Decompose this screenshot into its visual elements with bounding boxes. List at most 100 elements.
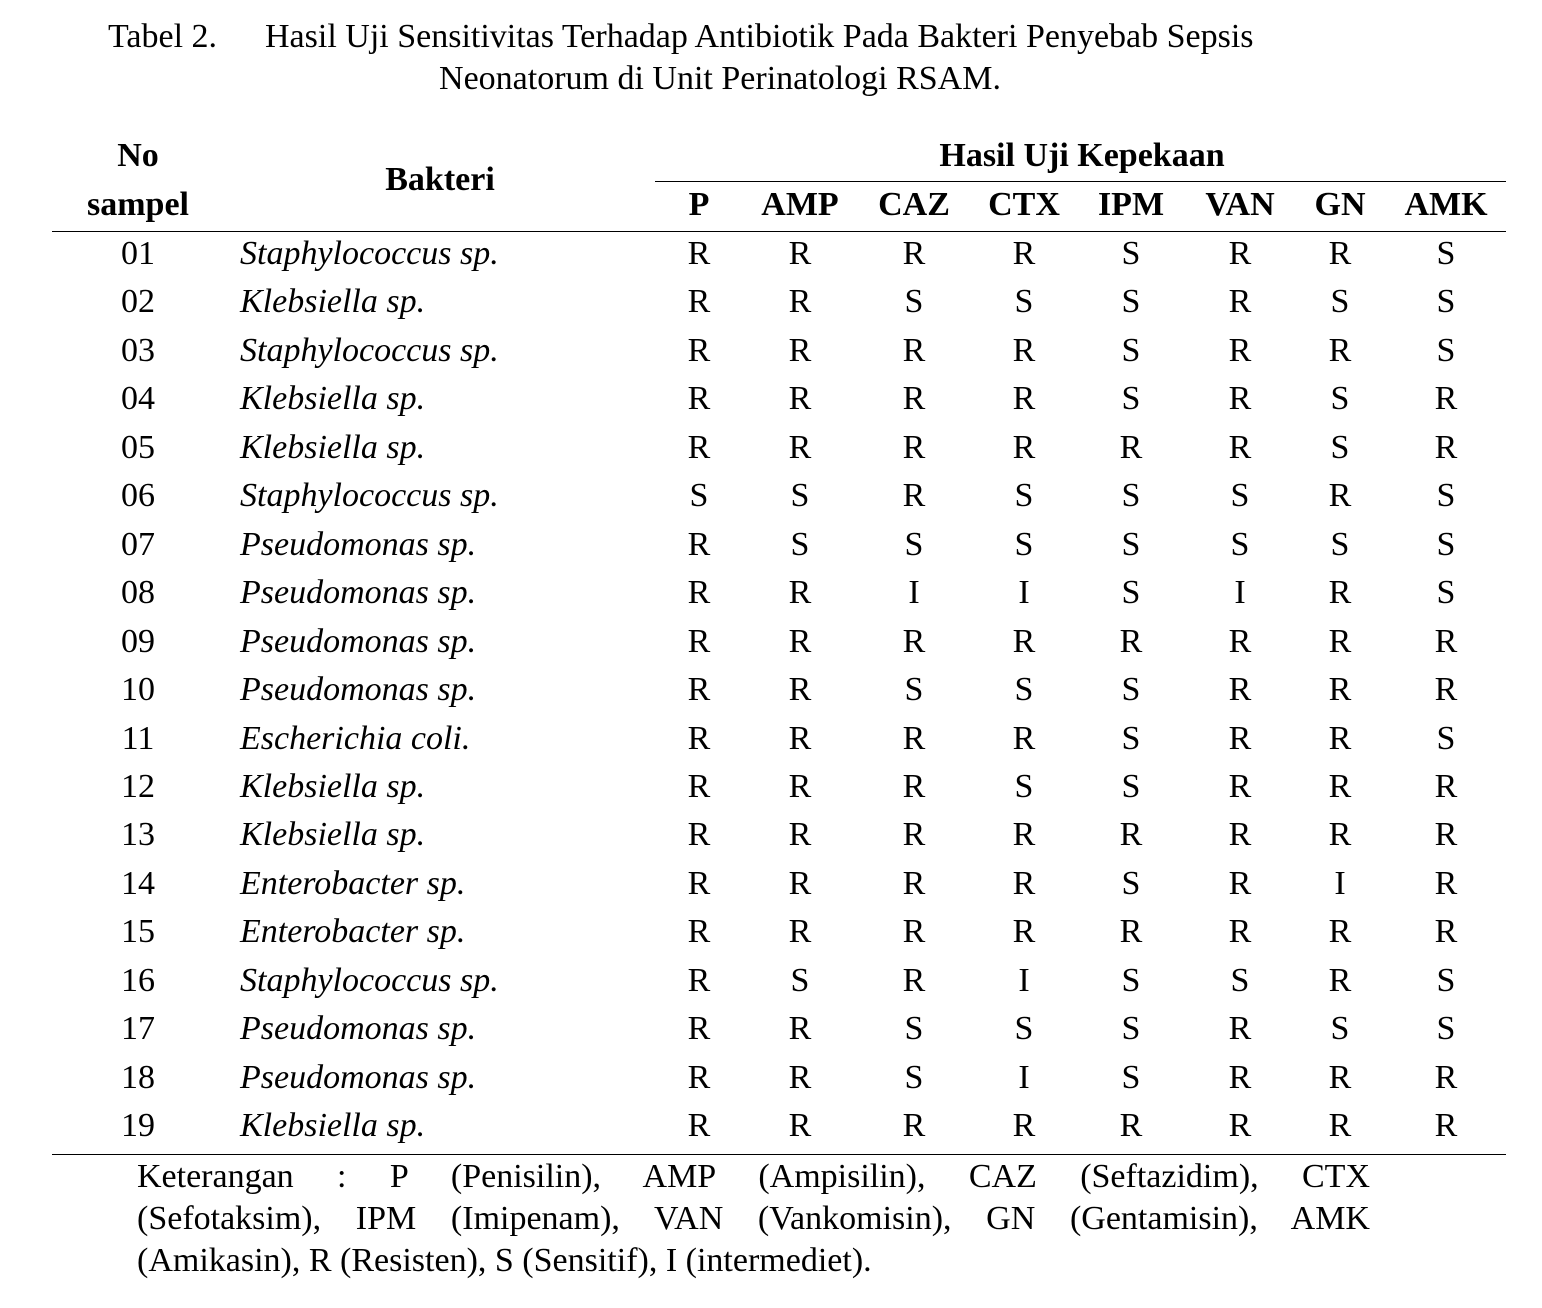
result-cell: S (1121, 574, 1141, 612)
bacteria-name: Klebsiella sp. (240, 816, 426, 854)
result-cell: R (902, 719, 926, 757)
sample-no: 15 (121, 913, 155, 951)
sample-no: 17 (121, 1010, 155, 1048)
bacteria-name: Pseudomonas sp. (240, 525, 477, 563)
result-cell: R (902, 1107, 926, 1145)
result-cell: R (1328, 1107, 1352, 1145)
result-cell: S (1121, 331, 1141, 369)
header-bacteria: Bakteri (385, 161, 495, 198)
result-cell: S (1230, 477, 1250, 515)
header-no: No (117, 137, 159, 174)
result-cell: R (1119, 428, 1143, 466)
result-cell: I (908, 574, 920, 612)
result-cell: R (1228, 331, 1252, 369)
result-cell: S (904, 525, 924, 563)
result-cell: R (902, 235, 926, 272)
result-cell: R (687, 235, 711, 272)
result-cell: S (1121, 864, 1141, 902)
sample-no: 16 (121, 961, 155, 999)
result-cell: S (1436, 525, 1456, 563)
result-cell: R (1328, 767, 1352, 805)
result-cell: R (1228, 671, 1252, 709)
header-column: GN (1314, 186, 1366, 223)
result-cell: R (1228, 767, 1252, 805)
header-column: CTX (988, 186, 1060, 223)
result-cell: R (788, 380, 812, 418)
result-cell: R (1012, 1107, 1036, 1145)
bacteria-name: Pseudomonas sp. (240, 574, 477, 612)
sample-no: 14 (121, 864, 155, 902)
result-cell: R (788, 913, 812, 951)
bacteria-name: Staphylococcus sp. (240, 477, 499, 515)
result-cell: S (904, 1010, 924, 1048)
result-cell: R (1228, 283, 1252, 321)
header-rule (52, 231, 1506, 232)
result-cell: S (1121, 380, 1141, 418)
result-cell: S (904, 671, 924, 709)
result-cell: S (1436, 1010, 1456, 1048)
result-cell: S (1121, 767, 1141, 805)
result-cell: S (1330, 428, 1350, 466)
result-cell: R (1012, 719, 1036, 757)
result-cell: R (1228, 864, 1252, 902)
result-cell: I (1018, 574, 1030, 612)
result-cell: S (1121, 719, 1141, 757)
result-cell: S (1014, 283, 1034, 321)
result-cell: S (1436, 477, 1456, 515)
result-cell: R (788, 283, 812, 321)
result-cell: R (687, 816, 711, 854)
header-column: P (688, 186, 710, 223)
result-cell: R (687, 913, 711, 951)
result-cell: R (1434, 1107, 1458, 1145)
result-cell: R (1434, 380, 1458, 418)
result-cell: I (1018, 961, 1030, 999)
bacteria-name: Klebsiella sp. (240, 283, 426, 321)
bacteria-name: Klebsiella sp. (240, 1107, 426, 1145)
result-cell: R (687, 961, 711, 999)
result-cell: R (1328, 913, 1352, 951)
bacteria-name: Pseudomonas sp. (240, 1010, 477, 1048)
result-cell: R (1012, 331, 1036, 369)
result-cell: S (1121, 235, 1141, 272)
note-line: Keterangan : P (Penisilin), AMP (Ampisil… (137, 1158, 1370, 1195)
result-cell: S (1330, 525, 1350, 563)
result-cell: I (1334, 864, 1346, 902)
result-cell: S (1230, 525, 1250, 563)
result-cell: R (788, 816, 812, 854)
bacteria-name: Enterobacter sp. (240, 913, 466, 951)
result-cell: R (1328, 719, 1352, 757)
result-cell: R (1434, 816, 1458, 854)
sample-no: 03 (121, 331, 155, 369)
result-cell: R (687, 525, 711, 563)
result-cell: S (1121, 283, 1141, 321)
result-cell: R (902, 961, 926, 999)
result-cell: R (1012, 864, 1036, 902)
header-column: AMP (761, 186, 839, 223)
result-cell: R (1119, 816, 1143, 854)
caption-line: Neonatorum di Unit Perinatologi RSAM. (439, 60, 1001, 97)
result-cell: S (1014, 1010, 1034, 1048)
result-cell: I (1018, 1058, 1030, 1096)
result-cell: R (1328, 477, 1352, 515)
result-cell: R (1228, 428, 1252, 466)
result-cell: R (1328, 574, 1352, 612)
result-cell: S (1121, 477, 1141, 515)
result-cell: R (687, 767, 711, 805)
result-cell: S (689, 477, 709, 515)
result-cell: R (687, 1107, 711, 1145)
result-cell: R (902, 622, 926, 660)
result-cell: R (1228, 622, 1252, 660)
result-cell: R (788, 1107, 812, 1145)
result-cell: R (1328, 816, 1352, 854)
result-cell: S (1330, 1010, 1350, 1048)
result-cell: R (1012, 380, 1036, 418)
result-cell: R (788, 719, 812, 757)
result-cell: R (788, 767, 812, 805)
result-cell: R (687, 331, 711, 369)
caption-label: Tabel 2. (108, 18, 218, 55)
result-cell: R (788, 1058, 812, 1096)
result-cell: R (902, 767, 926, 805)
header-column: VAN (1205, 186, 1275, 223)
result-cell: R (788, 671, 812, 709)
